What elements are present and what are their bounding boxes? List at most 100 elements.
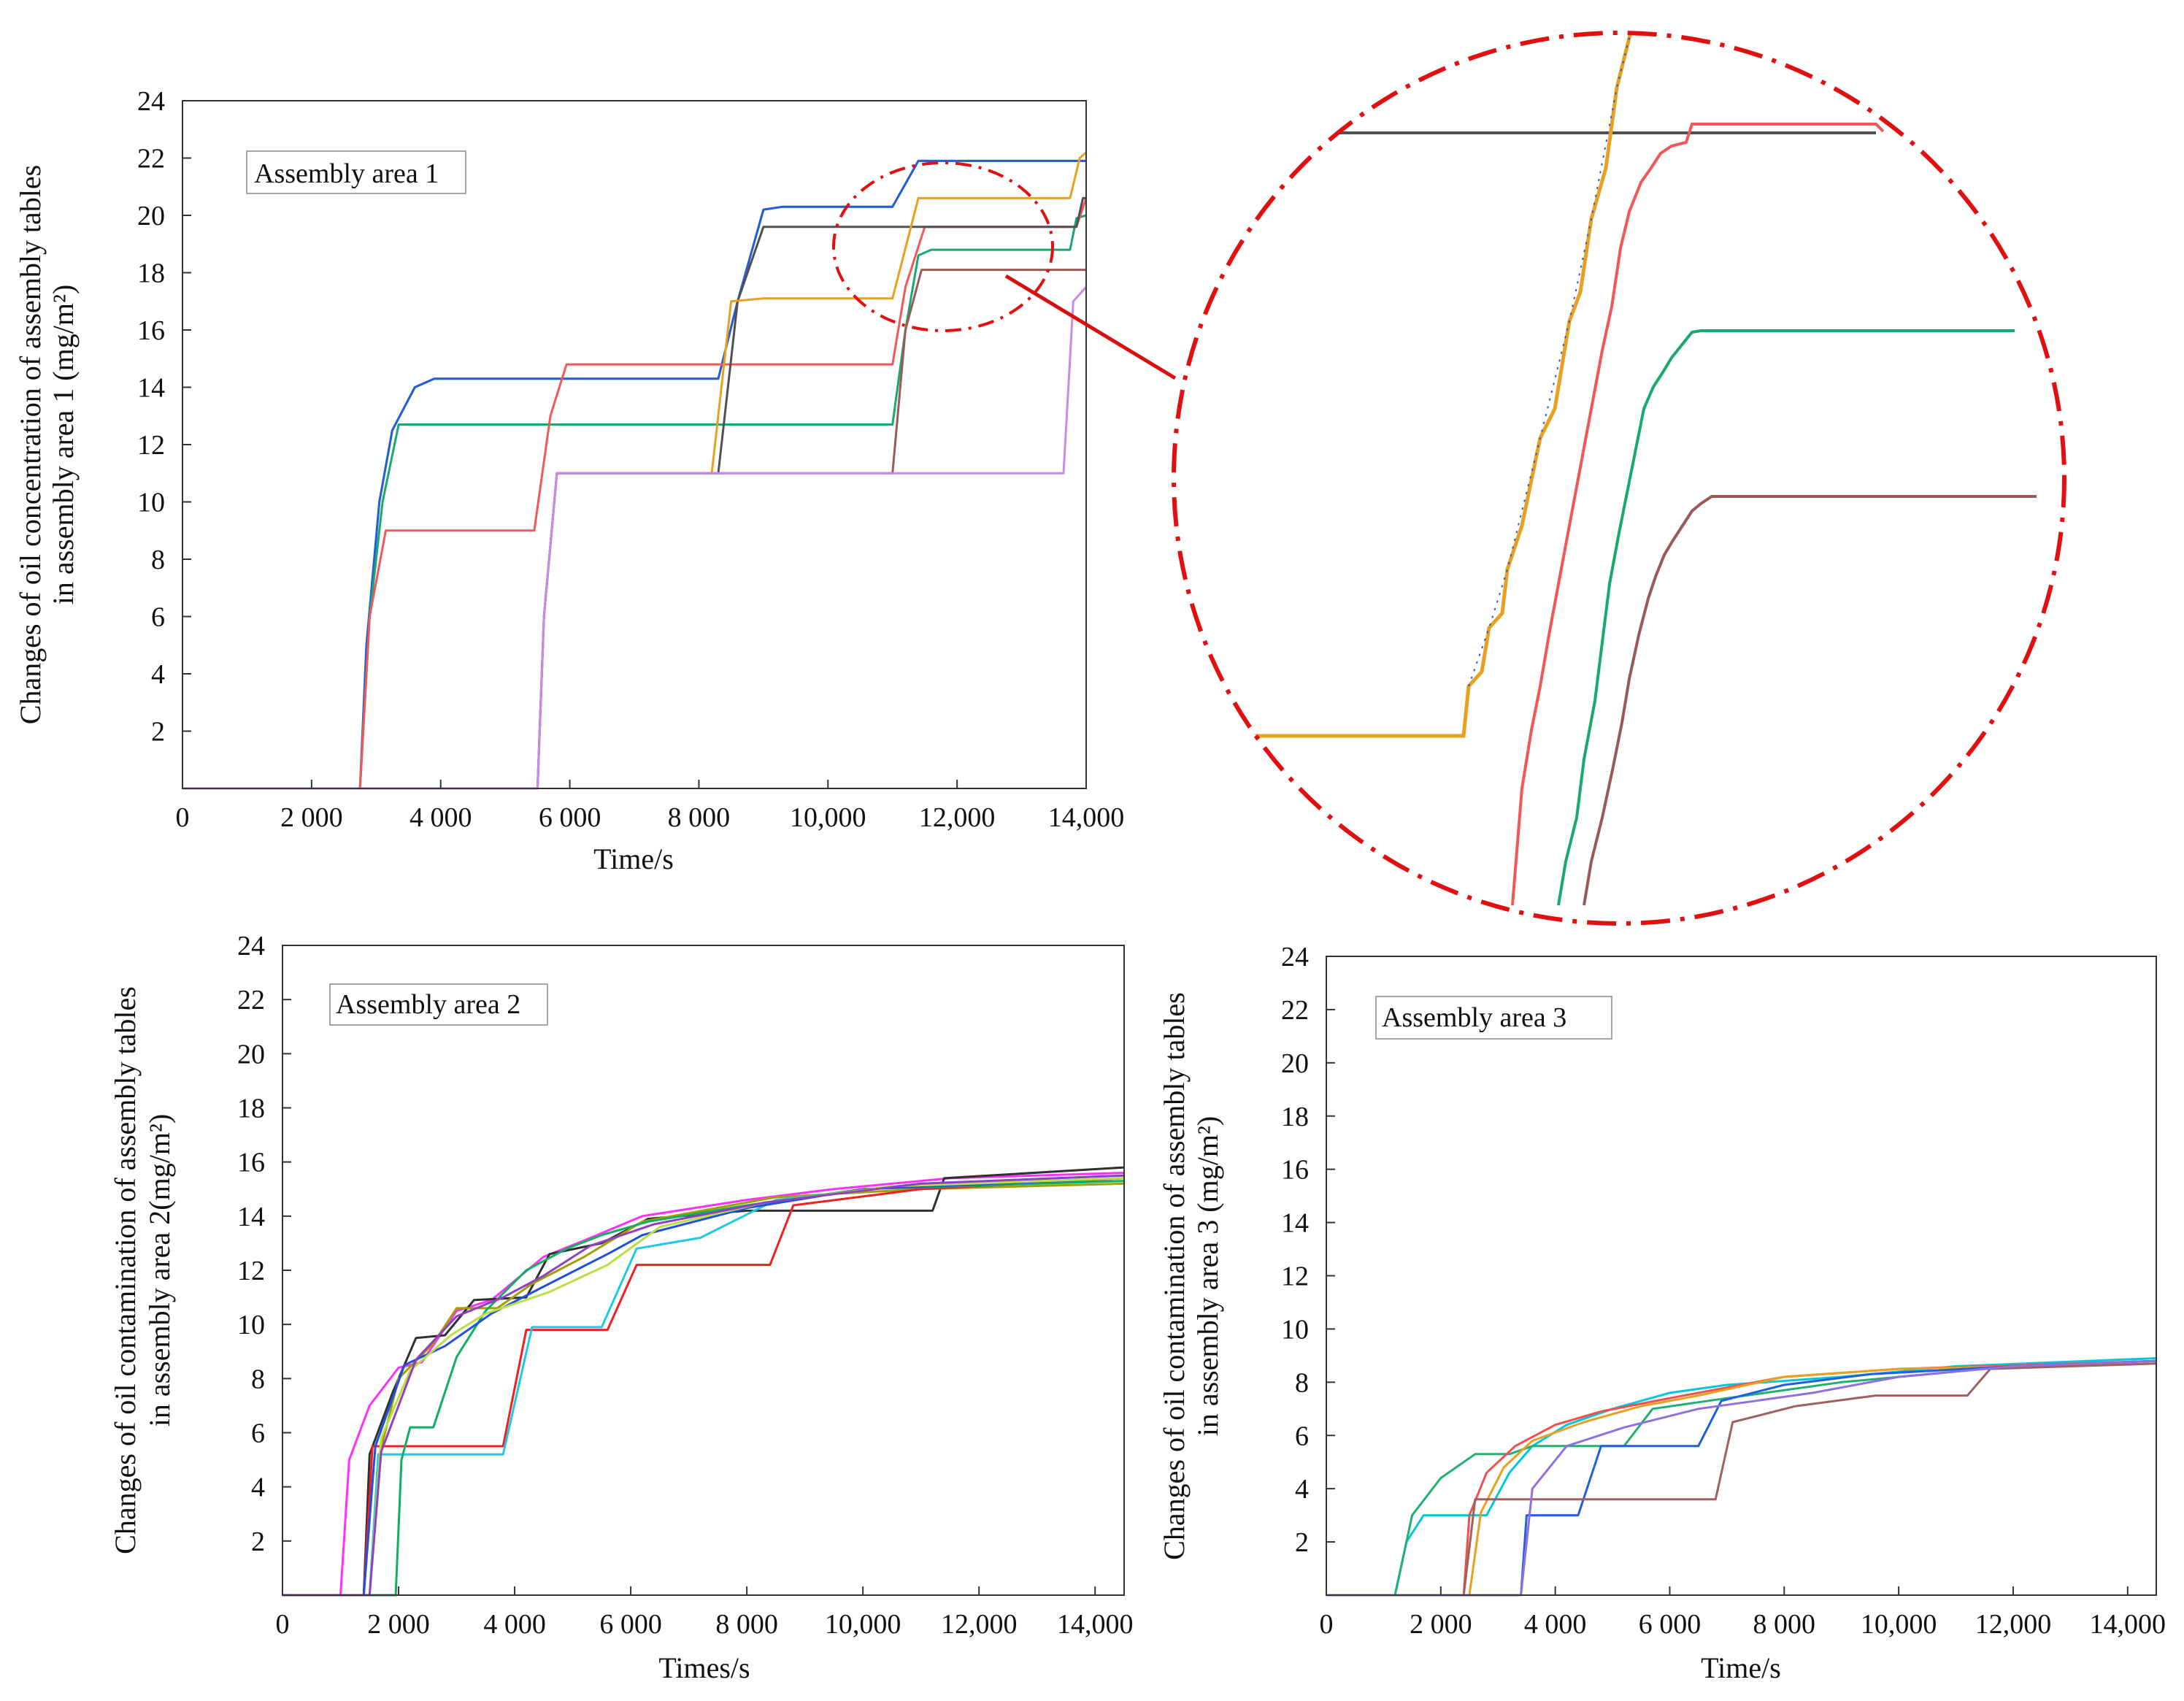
series-line-violet xyxy=(1326,1359,2157,1597)
series-layer xyxy=(1326,1357,2157,1597)
y-tick-label: 16 xyxy=(237,1148,265,1178)
y-axis-label-line1: Changes of oil concentration of assembly… xyxy=(14,165,47,724)
y-tick-label: 14 xyxy=(237,1202,265,1232)
y-tick-label: 2 xyxy=(1295,1527,1309,1558)
x-tick-label: 12,000 xyxy=(941,1609,1018,1640)
legend-label: Assembly area 2 xyxy=(336,989,520,1020)
series-line-green xyxy=(182,214,1087,790)
x-tick-label: 2 000 xyxy=(1410,1609,1472,1640)
y-tick-label: 16 xyxy=(1281,1155,1309,1186)
y-tick-label: 18 xyxy=(1281,1102,1309,1132)
series-line-lime xyxy=(282,1177,1125,1597)
plot-frame xyxy=(282,945,1125,1596)
y-tick-label: 6 xyxy=(151,602,165,633)
x-tick-label: 10,000 xyxy=(1861,1609,1937,1640)
y-tick-label: 20 xyxy=(237,1039,265,1070)
x-tick-label: 0 xyxy=(276,1609,290,1640)
legend-label: Assembly area 3 xyxy=(1382,1002,1566,1033)
series-line-cyan xyxy=(182,159,1086,790)
inset-series-green xyxy=(1557,329,2015,906)
x-axis-label: Time/s xyxy=(593,842,674,875)
y-tick-label: 20 xyxy=(1281,1048,1309,1079)
series-line-blue xyxy=(182,159,1086,790)
zoom-highlight-ellipse xyxy=(832,161,1054,332)
x-tick-label: 4 000 xyxy=(1524,1609,1587,1640)
x-axis-label: Times/s xyxy=(658,1651,750,1684)
y-tick-label: 22 xyxy=(1281,995,1309,1026)
x-tick-label: 0 xyxy=(1320,1609,1334,1640)
y-tick-label: 18 xyxy=(237,1094,265,1124)
chart-assembly-area-3: 0 2 000 4 000 6 000 8 000 10,000 12,000 14,000 2… xyxy=(1158,942,2166,1684)
series-line-orange xyxy=(182,151,1087,790)
series-line-blue xyxy=(1326,1359,2157,1597)
series-line-brown xyxy=(182,269,1086,790)
x-tick-label: 4 000 xyxy=(483,1609,546,1640)
legend-box: Assembly area 1 xyxy=(246,150,466,194)
series-line-purple xyxy=(282,1174,1125,1597)
inset-series-cyan-orange xyxy=(1241,33,1637,738)
zoom-connector-line xyxy=(1004,274,1177,380)
plot-frame xyxy=(1326,956,2157,1596)
x-axis-label: Time/s xyxy=(1701,1651,1781,1684)
series-line-cyan xyxy=(1326,1357,2157,1597)
y-tick-label: 8 xyxy=(1295,1367,1309,1398)
series-line-purple xyxy=(182,286,1088,790)
tick-layer: 0 2 000 4 000 6 000 8 000 10,000 12,000 14,000 2… xyxy=(137,86,1124,833)
y-tick-label: 10 xyxy=(1281,1314,1309,1345)
y-axis-label-line1: Changes of oil contamination of assembly… xyxy=(109,986,142,1554)
tick-layer: 0 2 000 4 000 6 000 8 000 10,000 12,000 14,000 2… xyxy=(237,931,1133,1640)
inset-series-cyan-dots xyxy=(1468,33,1636,687)
y-tick-label: 22 xyxy=(237,985,265,1015)
legend-box: Assembly area 3 xyxy=(1375,996,1612,1040)
legend-label: Assembly area 1 xyxy=(254,158,439,189)
x-tick-label: 4 000 xyxy=(410,802,472,833)
y-tick-label: 12 xyxy=(1281,1262,1309,1292)
x-tick-label: 14,000 xyxy=(1048,802,1125,833)
y-tick-label: 12 xyxy=(237,1256,265,1286)
series-line-green xyxy=(1326,1359,2157,1597)
zoom-inset-border xyxy=(1172,31,2066,926)
zoom-inset xyxy=(1172,31,2066,926)
y-tick-label: 12 xyxy=(137,430,165,461)
x-tick-label: 12,000 xyxy=(1975,1609,2052,1640)
x-tick-label: 6 000 xyxy=(1639,1609,1702,1640)
y-tick-label: 8 xyxy=(151,545,165,575)
y-tick-label: 4 xyxy=(1295,1474,1309,1505)
chart-assembly-area-2: 0 2 000 4 000 6 000 8 000 10,000 12,000 14,000 2… xyxy=(109,931,1133,1684)
series-line-green xyxy=(282,1180,1125,1597)
y-tick-label: 6 xyxy=(251,1418,265,1449)
legend-box: Assembly area 2 xyxy=(329,983,548,1026)
series-line-red xyxy=(182,197,1088,790)
x-tick-label: 14,000 xyxy=(2090,1609,2166,1640)
y-axis-label-line2: in assembly area 1 (mg/m²) xyxy=(47,285,80,605)
y-tick-label: 4 xyxy=(251,1472,265,1503)
inset-series-red xyxy=(1511,123,1885,906)
y-axis-label-line2: in assembly area 2(mg/m²) xyxy=(143,1114,176,1427)
series-layer xyxy=(182,151,1088,790)
x-tick-label: 2 000 xyxy=(280,802,343,833)
x-tick-label: 6 000 xyxy=(539,802,601,833)
y-tick-label: 20 xyxy=(137,201,165,231)
series-line-blue xyxy=(282,1177,1125,1597)
y-tick-label: 22 xyxy=(137,144,165,174)
series-line-red xyxy=(282,1177,1125,1597)
y-axis-label-line2: in assembly area 3 (mg/m²) xyxy=(1191,1116,1224,1437)
x-tick-label: 0 xyxy=(176,802,190,833)
series-line-black xyxy=(282,1166,1125,1597)
y-tick-label: 4 xyxy=(151,659,165,690)
y-tick-label: 10 xyxy=(137,488,165,518)
x-tick-label: 10,000 xyxy=(790,802,866,833)
y-tick-label: 10 xyxy=(237,1310,265,1340)
y-tick-label: 24 xyxy=(1281,942,1309,972)
series-layer xyxy=(282,1166,1125,1597)
x-tick-label: 8 000 xyxy=(1753,1609,1816,1640)
x-tick-label: 14,000 xyxy=(1057,1609,1134,1640)
inset-series-brown xyxy=(1583,495,2037,906)
series-line-orange xyxy=(1326,1362,2157,1597)
x-tick-label: 2 000 xyxy=(367,1609,430,1640)
y-tick-label: 8 xyxy=(251,1364,265,1394)
x-tick-label: 8 000 xyxy=(715,1609,778,1640)
y-tick-label: 24 xyxy=(237,931,265,961)
y-tick-label: 14 xyxy=(137,373,165,404)
